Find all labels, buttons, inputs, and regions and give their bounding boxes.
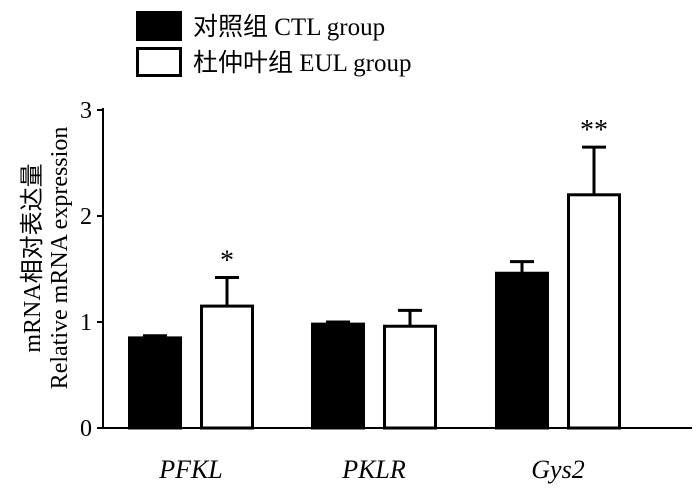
bar-pfkl-series-2 — [200, 304, 254, 430]
y-axis-label-english: Relative mRNA expression — [47, 127, 73, 390]
bar-gys2-series-2 — [567, 193, 621, 430]
bar-pklr-series-1 — [311, 322, 365, 430]
bar-gys2-series-1 — [495, 271, 549, 430]
bar-pfkl-series-1 — [128, 336, 182, 430]
y-tick-label: 3 — [80, 98, 92, 124]
legend-label: 对照组 CTL group — [193, 13, 385, 41]
legend: 对照组 CTL group 杜仲叶组 EUL group — [136, 11, 412, 77]
x-tick-label: PFKL — [158, 455, 223, 484]
x-tick-label: Gys2 — [531, 455, 584, 484]
bars: * PFKL PKLR ** Gys2 — [128, 115, 621, 484]
bar-pklr-series-2 — [383, 324, 437, 430]
legend-label: 杜仲叶组 EUL group — [193, 49, 412, 77]
y-tick-label: 1 — [80, 310, 92, 336]
legend-swatch — [136, 47, 182, 77]
y-axis-label-chinese: mRNA相对表达量 — [19, 163, 46, 352]
significance-marker: ** — [580, 115, 608, 146]
x-tick-label: PKLR — [341, 455, 406, 484]
significance-marker: * — [220, 245, 234, 276]
legend-swatch — [136, 11, 182, 41]
y-tick-label: 2 — [80, 204, 92, 230]
y-tick-label: 0 — [80, 416, 92, 442]
